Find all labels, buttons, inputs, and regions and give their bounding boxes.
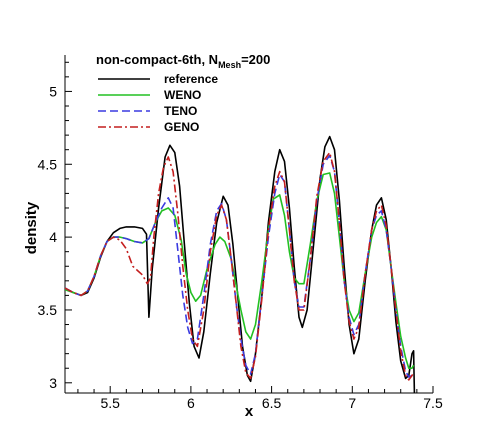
legend-label-reference: reference xyxy=(164,72,218,86)
legend-entries: reference WENO TENO GENO xyxy=(98,72,218,134)
x-tick-label: 7.5 xyxy=(423,395,443,411)
legend-label-weno: WENO xyxy=(164,88,201,102)
y-tick-label: 4 xyxy=(49,229,57,245)
y-tick-label: 5 xyxy=(49,83,57,99)
legend-title-sub: Mesh xyxy=(218,60,241,70)
y-tick-label: 3 xyxy=(49,375,57,391)
axes xyxy=(64,55,433,394)
x-tick-label: 6.5 xyxy=(262,395,282,411)
series-line-reference xyxy=(65,135,416,393)
y-tick-label: 3.5 xyxy=(38,302,58,318)
x-ticks: 5.5 6 6.5 7 7.5 xyxy=(77,386,443,411)
y-tick-label: 4.5 xyxy=(38,156,58,172)
legend-title: non-compact-6th, NMesh=200 xyxy=(96,52,270,70)
x-tick-label: 5.5 xyxy=(100,395,120,411)
x-tick-label: 6 xyxy=(187,395,195,411)
legend-label-teno: TENO xyxy=(164,104,197,118)
legend: non-compact-6th, NMesh=200 reference WENO… xyxy=(96,52,270,134)
x-axis-title: x xyxy=(245,403,254,420)
legend-title-main: non-compact-6th, N xyxy=(96,52,218,67)
legend-label-geno: GENO xyxy=(164,120,199,134)
legend-title-tail: =200 xyxy=(241,52,270,67)
y-axis-title: density xyxy=(23,201,40,254)
y-ticks: 3 3.5 4 4.5 5 xyxy=(38,61,72,391)
series-line-teno xyxy=(65,154,415,378)
series-layer xyxy=(65,135,416,393)
x-tick-label: 7 xyxy=(348,395,356,411)
series-line-geno xyxy=(65,151,415,381)
